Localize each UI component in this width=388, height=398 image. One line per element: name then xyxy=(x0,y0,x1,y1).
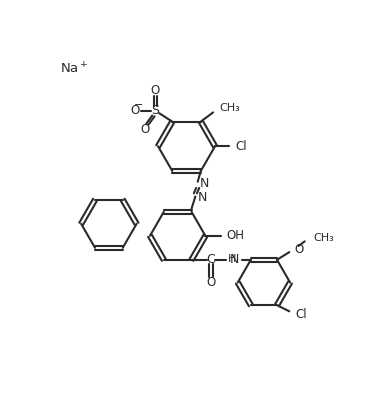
Text: OH: OH xyxy=(226,229,244,242)
Text: O: O xyxy=(151,84,160,98)
Text: H: H xyxy=(227,254,236,264)
Text: O: O xyxy=(141,123,150,136)
Text: N: N xyxy=(197,191,207,204)
Text: Cl: Cl xyxy=(236,140,248,153)
Text: N: N xyxy=(229,253,239,266)
Text: N: N xyxy=(200,177,209,190)
Text: C: C xyxy=(206,253,215,266)
Text: O: O xyxy=(206,277,215,289)
Text: CH₃: CH₃ xyxy=(313,233,334,243)
Text: −: − xyxy=(134,100,143,111)
Text: CH₃: CH₃ xyxy=(219,103,240,113)
Text: Cl: Cl xyxy=(296,308,307,321)
Text: O: O xyxy=(294,242,303,256)
Text: S: S xyxy=(151,104,159,117)
Text: Na$^+$: Na$^+$ xyxy=(60,62,89,77)
Text: O: O xyxy=(131,104,140,117)
